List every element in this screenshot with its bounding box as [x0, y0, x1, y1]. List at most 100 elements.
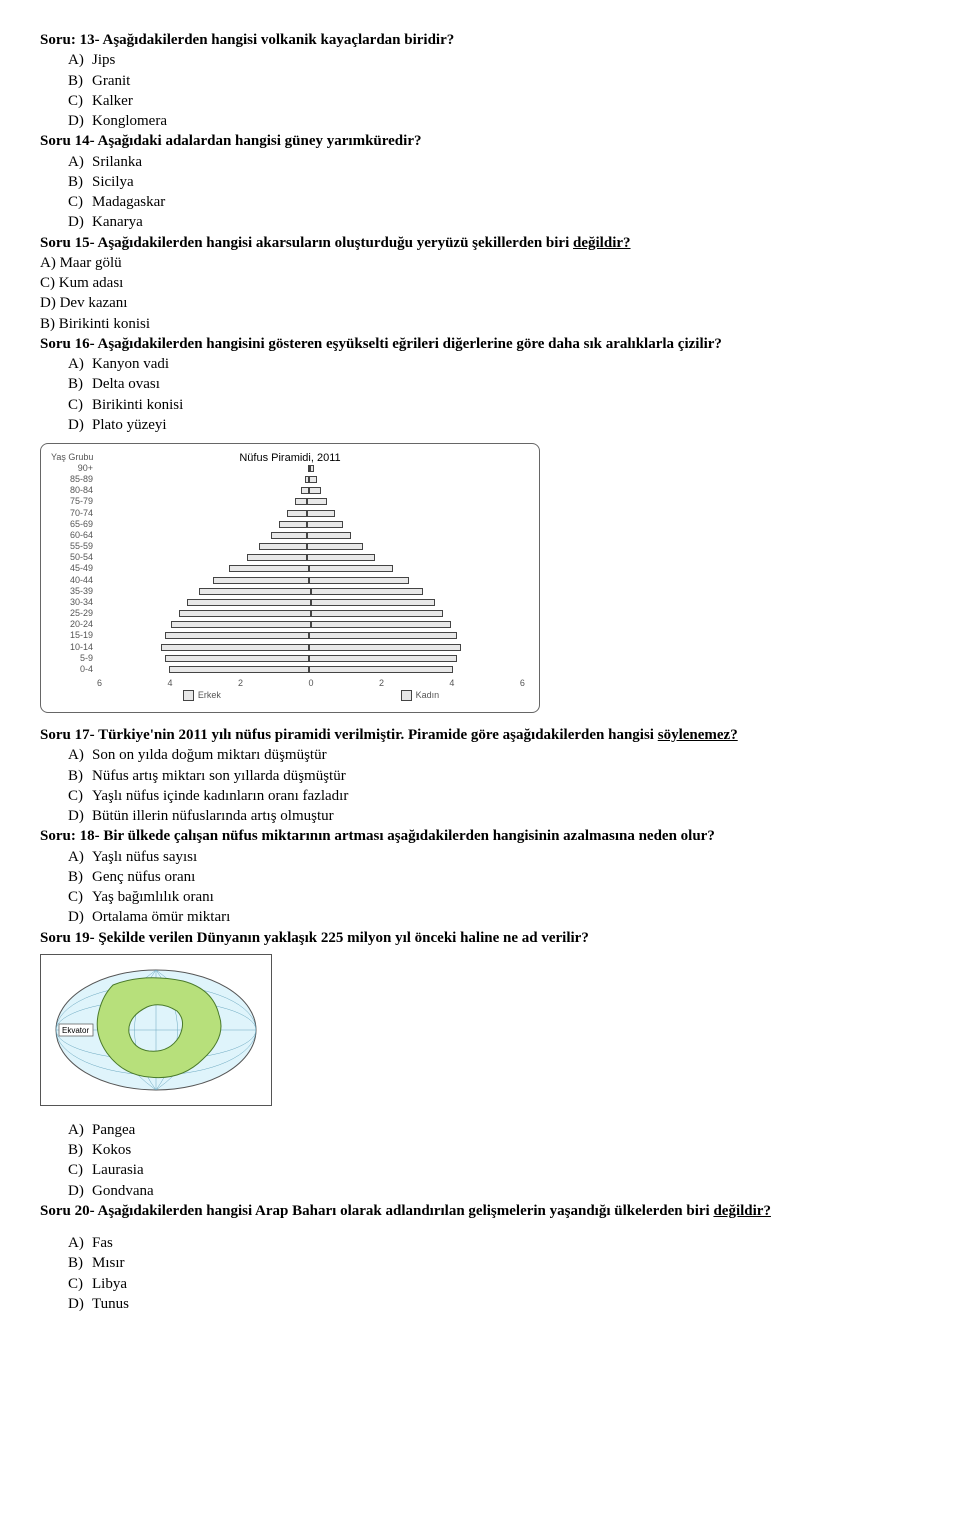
pyramid-bar-female [307, 532, 351, 539]
marker-c: C) [68, 887, 92, 907]
pyramid-bar-male [301, 487, 309, 494]
pyramid-bar-male [213, 577, 309, 584]
marker-b: B) [68, 172, 92, 192]
pyramid-x-tick: 4 [449, 678, 454, 688]
pyramid-x-tick: 6 [97, 678, 102, 688]
pyramid-bar-male [165, 632, 309, 639]
q13-opt-c: C)Kalker [68, 91, 920, 111]
pyramid-bar-male [161, 644, 309, 651]
q19-text: Şekilde verilen Dünyanın yaklaşık 225 mi… [98, 930, 588, 946]
pyramid-bar-row [97, 564, 525, 573]
q18-d: Ortalama ömür miktarı [92, 909, 230, 925]
pyramid-bar-male [179, 610, 311, 617]
q19-options: A)Pangea B)Kokos C)Laurasia D)Gondvana [40, 1120, 920, 1201]
pyramid-bar-male [295, 498, 307, 505]
pangea-map: Ekvator [40, 954, 272, 1106]
pyramid-bar-male [279, 521, 307, 528]
pyramid-bar-female [307, 554, 375, 561]
q17-d: Bütün illerin nüfuslarında artış olmuştu… [92, 808, 334, 824]
q20-prefix: Soru 20- [40, 1203, 98, 1219]
pyramid-bar-female [309, 476, 317, 483]
q19-opt-d: D)Gondvana [68, 1181, 920, 1201]
marker-a: A) [68, 1233, 92, 1253]
pyramid-bar-row [97, 497, 525, 506]
q15-opt-a: A) Maar gölü [40, 253, 920, 273]
legend-male: Erkek [183, 690, 221, 701]
q19-c: Laurasia [92, 1162, 144, 1178]
q18-b: Genç nüfus oranı [92, 869, 195, 885]
q17-opt-a: A)Son on yılda doğum miktarı düşmüştür [68, 745, 920, 765]
q16-b: Delta ovası [92, 376, 160, 392]
pyramid-bar-female [311, 599, 435, 606]
q15-opt-c: C) Kum adası [40, 273, 920, 293]
pyramid-bar-row [97, 598, 525, 607]
marker-a: A) [68, 354, 92, 374]
pyramid-bar-male [171, 621, 311, 628]
q14-options: A)Srilanka B)Sicilya C)Madagaskar D)Kana… [40, 152, 920, 233]
q18-a: Yaşlı nüfus sayısı [92, 849, 197, 865]
q17-prefix: Soru 17- [40, 727, 98, 743]
pyramid-legend: Erkek Kadın [51, 690, 529, 701]
pyramid-x-tick: 4 [167, 678, 172, 688]
pyramid-bar-female [309, 666, 453, 673]
pyramid-bar-male [169, 666, 309, 673]
q19-opt-a: A)Pangea [68, 1120, 920, 1140]
pyramid-x-ticks: 6420246 [93, 678, 529, 688]
marker-c: C) [68, 91, 92, 111]
q20-opt-c: C)Libya [68, 1274, 920, 1294]
pyramid-x-tick: 0 [308, 678, 313, 688]
q14-opt-c: C)Madagaskar [68, 192, 920, 212]
q19-title: Soru 19- Şekilde verilen Dünyanın yaklaş… [40, 928, 920, 948]
q13-title: Soru: 13- Aşağıdakilerden hangisi volkan… [40, 30, 920, 50]
q18-prefix: Soru: 18- [40, 828, 103, 844]
pyramid-age-label: 40-44 [51, 576, 93, 585]
pyramid-bar-row [97, 631, 525, 640]
pyramid-age-label: 70-74 [51, 509, 93, 518]
q16-opt-d: D)Plato yüzeyi [68, 415, 920, 435]
q14-opt-b: B)Sicilya [68, 172, 920, 192]
pyramid-bar-row [97, 665, 525, 674]
pyramid-bar-male [199, 588, 311, 595]
q16-title: Soru 16- Aşağıdakilerden hangisini göste… [40, 334, 920, 354]
pyramid-title: Nüfus Piramidi, 2011 [51, 452, 529, 464]
q16-opt-a: A)Kanyon vadi [68, 354, 920, 374]
pyramid-age-labels: 90+85-8980-8475-7970-7465-6960-6455-5950… [51, 464, 93, 674]
pyramid-age-label: 90+ [51, 464, 93, 473]
q14-text: Aşağıdaki adalardan hangisi güney yarımk… [98, 133, 422, 149]
pyramid-bar-male [229, 565, 309, 572]
legend-female-label: Kadın [416, 690, 440, 700]
q13-opt-a: A)Jips [68, 50, 920, 70]
legend-male-label: Erkek [198, 690, 221, 700]
marker-b: B) [68, 867, 92, 887]
q17-opt-c: C)Yaşlı nüfus içinde kadınların oranı fa… [68, 786, 920, 806]
q16-a: Kanyon vadi [92, 356, 169, 372]
marker-d: D) [68, 1294, 92, 1314]
q17-opt-b: B)Nüfus artış miktarı son yıllarda düşmü… [68, 766, 920, 786]
pyramid-bar-male [271, 532, 307, 539]
q13-b: Granit [92, 73, 130, 89]
q14-opt-a: A)Srilanka [68, 152, 920, 172]
q15-title: Soru 15- Aşağıdakilerden hangisi akarsul… [40, 233, 920, 253]
marker-c: C) [68, 786, 92, 806]
q20-d: Tunus [92, 1296, 129, 1312]
pyramid-bar-row [97, 609, 525, 618]
q13-text: Aşağıdakilerden hangisi volkanik kayaçla… [103, 32, 455, 48]
q14-prefix: Soru 14- [40, 133, 98, 149]
marker-a: A) [68, 847, 92, 867]
pyramid-bar-male [287, 510, 307, 517]
pyramid-age-label: 50-54 [51, 553, 93, 562]
q13-a: Jips [92, 52, 115, 68]
q18-opt-b: B)Genç nüfus oranı [68, 867, 920, 887]
pyramid-bar-female [309, 487, 321, 494]
q18-opt-a: A)Yaşlı nüfus sayısı [68, 847, 920, 867]
q13-c: Kalker [92, 93, 133, 109]
marker-d: D) [68, 907, 92, 927]
marker-a: A) [68, 50, 92, 70]
pangea-svg: Ekvator [53, 967, 259, 1093]
legend-swatch-female [401, 690, 412, 701]
q17-options: A)Son on yılda doğum miktarı düşmüştür B… [40, 745, 920, 826]
pyramid-x-axis: 6420246 [51, 678, 529, 688]
q20-title: Soru 20- Aşağıdakilerden hangisi Arap Ba… [40, 1201, 920, 1221]
pyramid-age-label: 75-79 [51, 497, 93, 506]
pyramid-body: 90+85-8980-8475-7970-7465-6960-6455-5950… [51, 464, 529, 674]
